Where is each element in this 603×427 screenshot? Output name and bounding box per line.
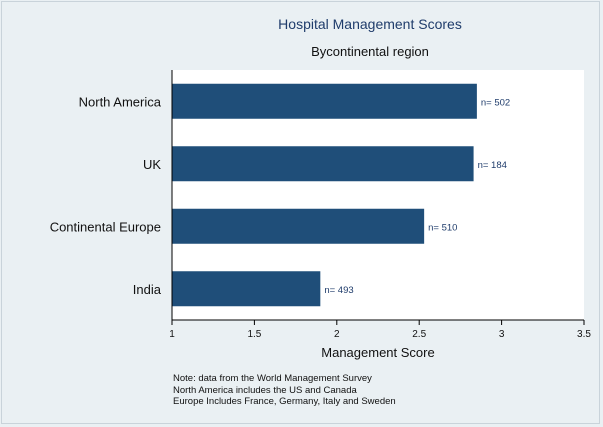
note-line: North America includes the US and Canada xyxy=(173,384,357,396)
chart-subtitle: Bycontinental region xyxy=(311,44,429,59)
x-tick-label: 1.5 xyxy=(247,329,261,340)
x-tick-label: 3.5 xyxy=(577,329,591,340)
chart-notes: Note: data from the World Management Sur… xyxy=(173,373,396,408)
chart-title: Hospital Management Scores xyxy=(278,16,462,32)
data-label: n= 493 xyxy=(324,285,353,296)
bar xyxy=(172,83,477,119)
data-label: n= 510 xyxy=(428,222,457,233)
data-label: n= 184 xyxy=(478,160,507,171)
category-label: UK xyxy=(143,157,161,172)
note-line: Note: data from the World Management Sur… xyxy=(173,373,372,384)
note-line: Europe Includes France, Germany, Italy a… xyxy=(173,396,396,407)
category-label: Continental Europe xyxy=(50,219,161,234)
bar xyxy=(172,208,425,244)
category-label: North America xyxy=(79,94,162,109)
bar xyxy=(172,271,321,307)
x-tick-label: 2.5 xyxy=(412,329,426,340)
x-tick-label: 3 xyxy=(499,329,505,340)
x-tick-label: 2 xyxy=(334,329,340,340)
data-label: n= 502 xyxy=(481,97,510,108)
category-label: India xyxy=(133,282,162,297)
bar xyxy=(172,146,474,182)
x-axis-label: Management Score xyxy=(321,345,434,360)
x-tick-label: 1 xyxy=(169,329,175,340)
